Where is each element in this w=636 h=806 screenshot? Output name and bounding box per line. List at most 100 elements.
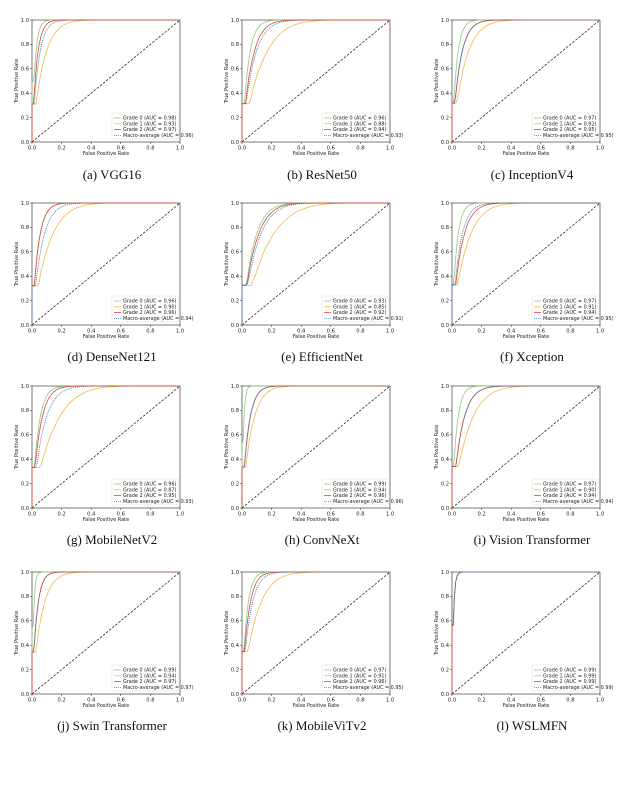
legend-entry: Grade 1 (AUC = 0.99) bbox=[543, 673, 596, 679]
roc-curve-macro-average bbox=[451, 19, 600, 142]
roc-chart: 0.0 0.2 0.4 0.6 0.8 1.0 0.0 0.2 0.4 0.6 0.8 1.0 Fals… bbox=[14, 384, 194, 523]
x-tick-label: 0.4 bbox=[507, 698, 516, 704]
legend-entry: Macro-average (AUC = 0.99) bbox=[543, 685, 614, 691]
legend-entry: Grade 1 (AUC = 0.94) bbox=[333, 487, 386, 493]
x-axis-label: False Positive Rate bbox=[293, 703, 339, 709]
y-tick-label: 0.2 bbox=[21, 481, 29, 487]
legend-entry: Grade 0 (AUC = 0.98) bbox=[123, 116, 176, 122]
y-tick-label: 0.4 bbox=[231, 643, 240, 649]
x-axis-label: False Positive Rate bbox=[83, 703, 129, 709]
roc-chart: 0.0 0.2 0.4 0.6 0.8 1.0 0.0 0.2 0.4 0.6 0.8 1.0 Fals… bbox=[434, 18, 614, 157]
y-tick-label: 0.4 bbox=[21, 274, 30, 280]
roc-curve-macro-average bbox=[241, 571, 390, 694]
figure-caption: (k) MobileViTv2 bbox=[277, 718, 367, 733]
y-tick-label: 0.0 bbox=[231, 506, 239, 512]
y-tick-label: 0.8 bbox=[21, 594, 29, 600]
legend-entry: Grade 0 (AUC = 0.93) bbox=[333, 299, 386, 305]
x-tick-label: 0.2 bbox=[267, 146, 275, 152]
y-axis-label: True Positive Rate bbox=[14, 425, 20, 471]
x-tick-label: 1.0 bbox=[386, 698, 394, 704]
legend-entry: Grade 0 (AUC = 0.99) bbox=[333, 482, 386, 488]
y-tick-label: 0.8 bbox=[21, 408, 29, 414]
x-tick-label: 0.4 bbox=[87, 512, 96, 518]
x-axis-label: False Positive Rate bbox=[293, 151, 339, 157]
x-tick-label: 1.0 bbox=[596, 146, 604, 152]
x-tick-label: 0.4 bbox=[87, 698, 96, 704]
x-tick-label: 0.4 bbox=[297, 698, 306, 704]
y-axis-label: True Positive Rate bbox=[224, 59, 230, 105]
roc-chart: 0.0 0.2 0.4 0.6 0.8 1.0 0.0 0.2 0.4 0.6 0.8 1.0 Fals… bbox=[224, 570, 404, 709]
x-tick-label: 0.6 bbox=[327, 146, 335, 152]
roc-curve-macro-average bbox=[31, 19, 180, 142]
legend-box bbox=[111, 664, 179, 692]
y-tick-label: 1.0 bbox=[441, 384, 449, 390]
y-tick-label: 0.2 bbox=[441, 667, 449, 673]
roc-chart: 0.0 0.2 0.4 0.6 0.8 1.0 0.0 0.2 0.4 0.6 0.8 1.0 Fals… bbox=[224, 201, 404, 340]
legend-entry: Grade 0 (AUC = 0.97) bbox=[543, 482, 596, 488]
x-tick-label: 0.2 bbox=[57, 698, 65, 704]
roc-panel: 0.0 0.2 0.4 0.6 0.8 1.0 0.0 0.2 0.4 0.6 0.8 1.0 Fals… bbox=[222, 197, 422, 437]
y-tick-label: 1.0 bbox=[441, 201, 449, 207]
y-tick-label: 0.2 bbox=[441, 481, 449, 487]
y-tick-label: 0.8 bbox=[441, 408, 449, 414]
figure-caption: (g) MobileNetV2 bbox=[66, 532, 158, 547]
y-tick-label: 0.2 bbox=[231, 115, 239, 121]
y-tick-label: 0.4 bbox=[231, 274, 240, 280]
y-tick-label: 0.8 bbox=[231, 42, 239, 48]
x-tick-label: 0.8 bbox=[566, 698, 574, 704]
legend-box bbox=[111, 478, 179, 506]
x-tick-label: 0.4 bbox=[507, 329, 516, 335]
roc-panel: 0.0 0.2 0.4 0.6 0.8 1.0 0.0 0.2 0.4 0.6 0.8 1.0 Fals… bbox=[432, 380, 632, 620]
figure-caption: (i) Vision Transformer bbox=[473, 532, 591, 547]
x-tick-label: 0.6 bbox=[537, 512, 545, 518]
y-tick-label: 1.0 bbox=[231, 384, 239, 390]
roc-figure-grid: 0.0 0.2 0.4 0.6 0.8 1.0 0.0 0.2 0.4 0.6 0.8 1.0 Fals… bbox=[14, 14, 632, 733]
x-tick-label: 0.8 bbox=[146, 512, 154, 518]
x-axis-label: False Positive Rate bbox=[503, 151, 549, 157]
legend-entry: Macro-average (AUC = 0.91) bbox=[333, 316, 404, 322]
y-tick-label: 0.2 bbox=[231, 298, 239, 304]
y-tick-label: 0.4 bbox=[441, 274, 450, 280]
x-tick-label: 0.2 bbox=[477, 698, 485, 704]
roc-panel: 0.0 0.2 0.4 0.6 0.8 1.0 0.0 0.2 0.4 0.6 0.8 1.0 Fals… bbox=[432, 566, 632, 806]
y-axis-label: True Positive Rate bbox=[434, 242, 440, 288]
legend-entry: Grade 1 (AUC = 0.92) bbox=[543, 121, 596, 127]
y-tick-label: 0.2 bbox=[231, 667, 239, 673]
figure-caption: (d) DenseNet121 bbox=[67, 349, 157, 364]
legend-entry: Macro-average (AUC = 0.95) bbox=[543, 316, 614, 322]
figure-caption: (j) Swin Transformer bbox=[57, 718, 167, 733]
x-tick-label: 1.0 bbox=[596, 329, 604, 335]
x-tick-label: 0.2 bbox=[477, 146, 485, 152]
x-tick-label: 0.4 bbox=[297, 329, 306, 335]
y-tick-label: 0.4 bbox=[231, 91, 240, 97]
legend-entry: Grade 0 (AUC = 0.96) bbox=[123, 299, 176, 305]
legend-entry: Grade 1 (AUC = 0.85) bbox=[333, 304, 386, 310]
y-tick-label: 0.8 bbox=[231, 408, 239, 414]
x-tick-label: 0.2 bbox=[267, 512, 275, 518]
legend-entry: Macro-average (AUC = 0.94) bbox=[543, 499, 614, 505]
x-tick-label: 0.6 bbox=[537, 698, 545, 704]
x-tick-label: 0.4 bbox=[87, 329, 96, 335]
legend-entry: Grade 0 (AUC = 0.97) bbox=[333, 668, 386, 674]
x-tick-label: 0.0 bbox=[448, 329, 456, 335]
x-tick-label: 0.2 bbox=[267, 329, 275, 335]
x-tick-label: 0.2 bbox=[267, 698, 275, 704]
legend-box bbox=[321, 664, 389, 692]
y-tick-label: 0.8 bbox=[231, 594, 239, 600]
y-axis-label: True Positive Rate bbox=[224, 611, 230, 657]
x-tick-label: 1.0 bbox=[386, 329, 394, 335]
x-tick-label: 1.0 bbox=[596, 512, 604, 518]
y-tick-label: 0.8 bbox=[231, 225, 239, 231]
legend-entry: Macro-average (AUC = 0.96) bbox=[123, 133, 194, 139]
x-tick-label: 0.2 bbox=[477, 329, 485, 335]
legend-entry: Grade 0 (AUC = 0.96) bbox=[333, 116, 386, 122]
x-axis-label: False Positive Rate bbox=[83, 151, 129, 157]
y-tick-label: 0.4 bbox=[441, 643, 450, 649]
y-tick-label: 1.0 bbox=[21, 384, 29, 390]
y-tick-label: 0.6 bbox=[441, 67, 449, 73]
y-tick-label: 0.2 bbox=[441, 298, 449, 304]
roc-panel: 0.0 0.2 0.4 0.6 0.8 1.0 0.0 0.2 0.4 0.6 0.8 1.0 Fals… bbox=[222, 380, 422, 620]
roc-panel: 0.0 0.2 0.4 0.6 0.8 1.0 0.0 0.2 0.4 0.6 0.8 1.0 Fals… bbox=[222, 14, 422, 254]
y-tick-label: 0.0 bbox=[231, 140, 239, 146]
x-tick-label: 0.0 bbox=[28, 698, 36, 704]
